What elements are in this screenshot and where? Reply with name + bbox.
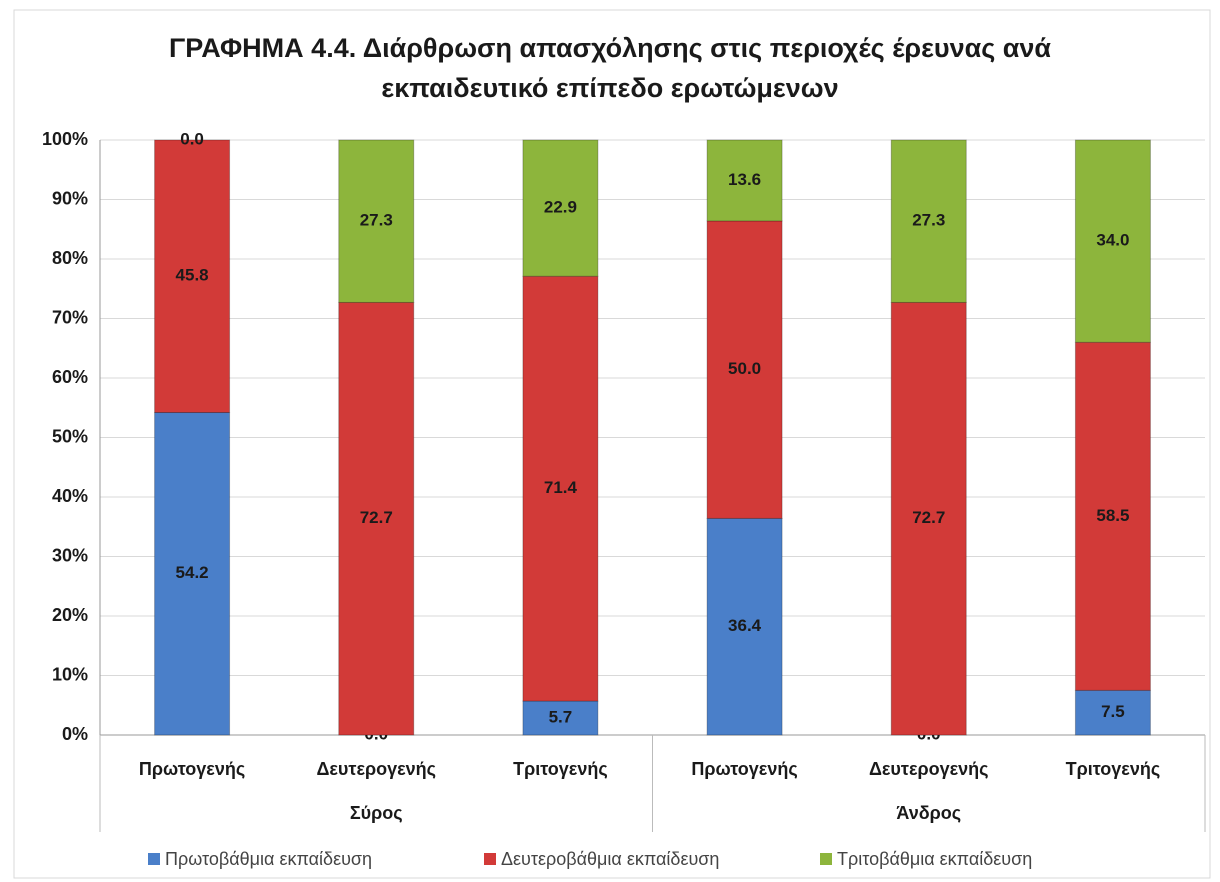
bar-segment xyxy=(706,139,783,222)
group-label: Άνδρος xyxy=(896,803,961,823)
bar-segment xyxy=(706,220,783,519)
legend-swatch xyxy=(148,853,160,865)
y-tick-label: 10% xyxy=(52,664,88,684)
data-label: 5.7 xyxy=(549,708,573,727)
data-label: 36.4 xyxy=(728,616,762,635)
x-tick-label: Δευτερογενής xyxy=(316,759,436,779)
y-tick-label: 70% xyxy=(52,307,88,327)
x-tick-label: Πρωτογενής xyxy=(691,759,797,779)
x-tick-label: Δευτερογενής xyxy=(869,759,989,779)
y-tick-label: 0% xyxy=(62,724,88,744)
data-label: 34.0 xyxy=(1096,231,1129,250)
legend-swatch xyxy=(820,853,832,865)
data-label: 22.9 xyxy=(544,198,577,217)
y-tick-label: 100% xyxy=(42,129,88,149)
y-tick-label: 30% xyxy=(52,545,88,565)
data-label: 45.8 xyxy=(176,266,209,285)
data-label: 72.7 xyxy=(912,508,945,527)
y-tick-label: 50% xyxy=(52,426,88,446)
y-tick-label: 60% xyxy=(52,367,88,387)
bar-segment xyxy=(154,412,231,736)
bar-segment xyxy=(1074,689,1151,736)
chart-title: εκπαιδευτικό επίπεδο ερωτώμενων xyxy=(381,73,838,103)
data-label: 71.4 xyxy=(544,478,578,497)
data-label: 7.5 xyxy=(1101,702,1125,721)
data-label: 58.5 xyxy=(1096,506,1129,525)
data-label: 50.0 xyxy=(728,359,761,378)
data-label: 27.3 xyxy=(360,211,393,230)
bar-segment xyxy=(338,301,415,736)
y-tick-label: 80% xyxy=(52,248,88,268)
bar-segment xyxy=(1074,341,1151,691)
x-tick-label: Τριτογενής xyxy=(513,759,608,779)
group-label: Σύρος xyxy=(350,803,403,823)
bar-segment xyxy=(522,700,599,736)
bar-segment xyxy=(1074,139,1151,343)
bar-segment xyxy=(522,139,599,277)
y-tick-label: 20% xyxy=(52,605,88,625)
bar-segment xyxy=(890,301,967,736)
x-tick-label: Τριτογενής xyxy=(1066,759,1161,779)
legend-label: Τριτοβάθμια εκπαίδευση xyxy=(837,849,1032,869)
legend-swatch xyxy=(484,853,496,865)
y-tick-label: 40% xyxy=(52,486,88,506)
y-tick-label: 90% xyxy=(52,188,88,208)
legend-label: Δευτεροβάθμια εκπαίδευση xyxy=(501,849,719,869)
bar-segment xyxy=(154,139,231,414)
bar-segment xyxy=(890,139,967,303)
data-label: 27.3 xyxy=(912,211,945,230)
data-label: 0.0 xyxy=(180,129,204,148)
legend-label: Πρωτοβάθμια εκπαίδευση xyxy=(165,849,372,869)
data-label: 13.6 xyxy=(728,170,761,189)
chart-title: ΓΡΑΦΗΜΑ 4.4. Διάρθρωση απασχόλησης στις … xyxy=(169,33,1051,63)
bar-segment xyxy=(338,139,415,303)
data-label: 54.2 xyxy=(176,563,209,582)
bar-segment xyxy=(706,517,783,736)
x-tick-label: Πρωτογενής xyxy=(139,759,245,779)
bar-segment xyxy=(522,275,599,702)
data-label: 72.7 xyxy=(360,508,393,527)
